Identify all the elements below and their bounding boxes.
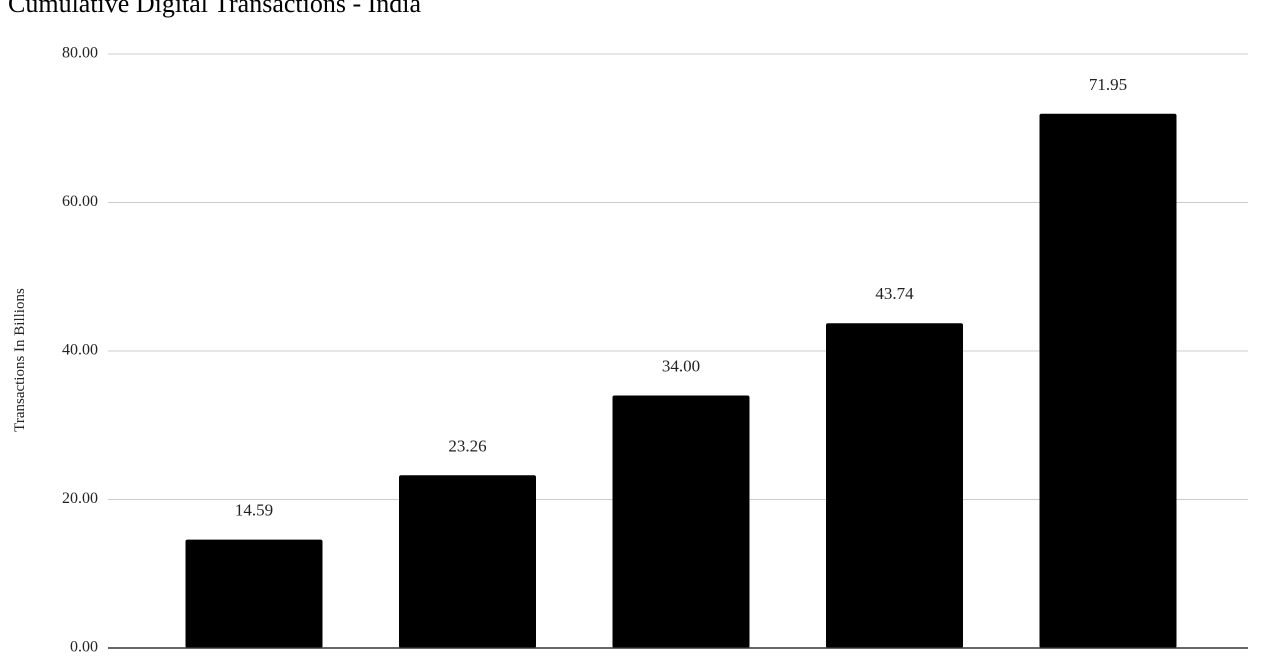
bar <box>826 323 963 648</box>
y-tick-label: 60.00 <box>62 193 98 210</box>
data-labels: 14.59 23.26 34.00 43.74 71.95 <box>235 75 1127 520</box>
bar <box>612 395 750 648</box>
chart-title: Cumulative Digital Transactions - India <box>8 0 422 18</box>
bar-value-label: 43.74 <box>875 284 914 303</box>
bar <box>399 475 536 648</box>
bar-value-label: 14.59 <box>235 501 273 520</box>
y-tick-label: 40.00 <box>62 342 98 359</box>
y-tick-label: 0.00 <box>70 639 98 656</box>
y-axis-label: Transactions In Billions <box>12 288 28 432</box>
y-axis-ticks: 0.00 20.00 40.00 60.00 80.00 <box>62 45 98 656</box>
bar-value-label: 71.95 <box>1089 75 1127 94</box>
y-tick-label: 80.00 <box>62 45 98 62</box>
y-tick-label: 20.00 <box>62 490 98 507</box>
bar-value-label: 34.00 <box>662 357 700 376</box>
bar <box>185 539 323 648</box>
bar <box>1039 113 1177 649</box>
bar-value-label: 23.26 <box>448 436 486 455</box>
bars <box>185 113 1177 649</box>
